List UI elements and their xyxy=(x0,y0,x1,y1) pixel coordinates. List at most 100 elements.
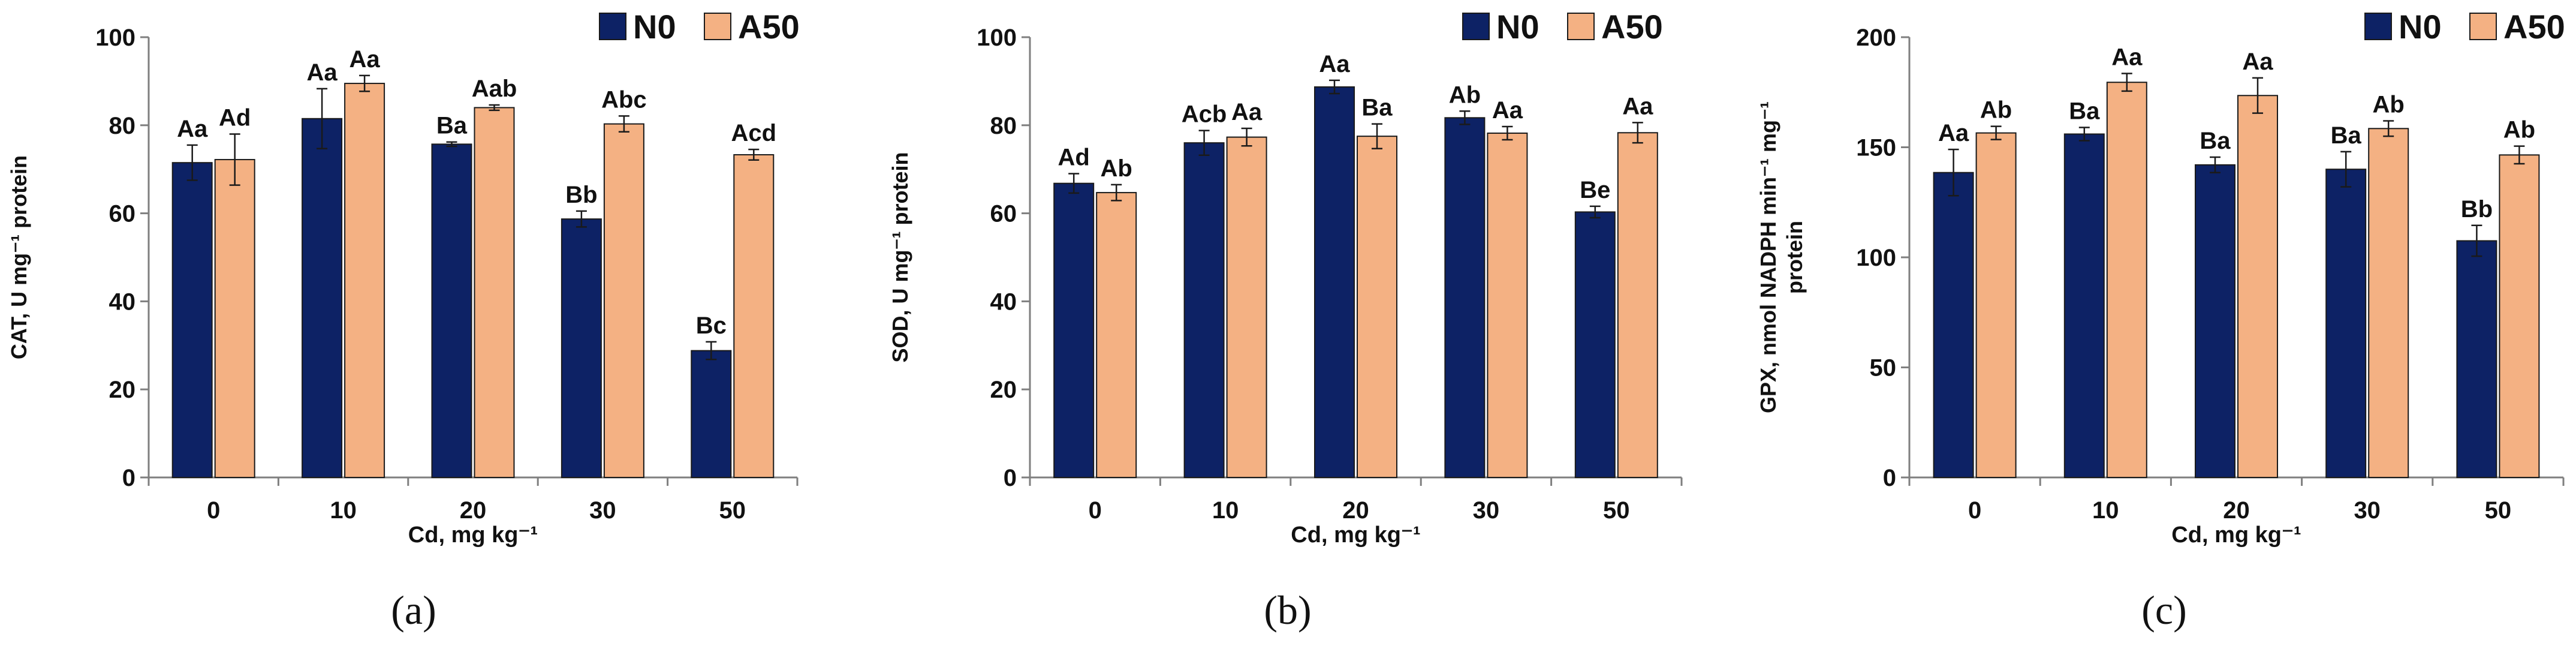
significance-label: Ab xyxy=(1980,97,2012,124)
significance-label: Ba xyxy=(2200,128,2231,154)
legend-swatch-A50 xyxy=(2469,13,2497,40)
x-tick-label: 30 xyxy=(589,497,616,524)
legend-swatch-A50 xyxy=(1567,13,1595,40)
x-tick-label: 30 xyxy=(1473,497,1500,524)
significance-label: Ba xyxy=(436,113,468,139)
y-tick-label: 100 xyxy=(1856,245,1896,271)
bar-N0-50 xyxy=(2456,240,2497,478)
panel-label: (c) xyxy=(2141,587,2186,633)
y-axis-title: protein xyxy=(1782,221,1807,294)
significance-label: Ba xyxy=(1361,95,1393,121)
bar-N0-50 xyxy=(1574,211,1616,478)
bar-A50-50 xyxy=(2499,154,2540,479)
x-tick-label: 20 xyxy=(2223,497,2250,524)
legend-label-N0: N0 xyxy=(1496,8,1539,46)
x-tick-label: 50 xyxy=(1603,497,1630,524)
x-tick-label: 10 xyxy=(330,497,357,524)
panel-label: (a) xyxy=(391,587,436,633)
y-tick-label: 80 xyxy=(109,113,136,139)
x-tick-label: 10 xyxy=(1212,497,1239,524)
x-tick-label: 10 xyxy=(2092,497,2119,524)
bar-N0-0 xyxy=(1053,182,1095,478)
significance-label: Ab xyxy=(1449,82,1481,108)
significance-label: Ab xyxy=(2503,117,2535,143)
bar-A50-10 xyxy=(2106,82,2147,479)
bar-A50-30 xyxy=(1487,133,1528,478)
y-axis-title: GPX, nmol NADPH min⁻¹ mg⁻¹ xyxy=(1756,101,1780,413)
significance-label: Ba xyxy=(2069,98,2100,124)
significance-label: Ad xyxy=(1058,145,1090,171)
x-axis-title: Cd, mg kg⁻¹ xyxy=(1291,522,1420,548)
y-tick-label: 100 xyxy=(95,25,135,51)
significance-label: Acd xyxy=(731,120,777,146)
significance-label: Aa xyxy=(2242,49,2273,75)
bar-N0-10 xyxy=(1183,142,1225,479)
significance-label: Aa xyxy=(177,116,208,142)
legend-swatch-N0 xyxy=(2364,13,2392,40)
x-tick-label: 0 xyxy=(1968,497,1981,524)
x-axis-title: Cd, mg kg⁻¹ xyxy=(2171,522,2301,548)
x-tick-label: 0 xyxy=(1089,497,1102,524)
y-tick-label: 200 xyxy=(1856,25,1896,51)
bar-A50-30 xyxy=(603,123,644,478)
bar-A50-0 xyxy=(214,159,255,478)
y-tick-label: 50 xyxy=(1870,355,1897,381)
significance-label: Be xyxy=(1580,177,1610,203)
significance-label: Bc xyxy=(696,313,727,339)
y-tick-label: 40 xyxy=(990,289,1017,315)
significance-label: Aa xyxy=(1231,99,1263,125)
bar-A50-20 xyxy=(2237,95,2278,478)
panel-label: (b) xyxy=(1264,587,1311,633)
bar-A50-20 xyxy=(1357,136,1397,478)
significance-label: Abc xyxy=(601,86,647,113)
y-tick-label: 0 xyxy=(1004,465,1017,491)
y-tick-label: 0 xyxy=(122,465,135,491)
significance-label: Aa xyxy=(1938,120,1969,146)
x-tick-label: 30 xyxy=(2354,497,2381,524)
y-tick-label: 60 xyxy=(109,201,136,227)
bar-N0-0 xyxy=(1933,172,1974,478)
y-tick-label: 20 xyxy=(109,377,136,403)
legend: N0 A50 xyxy=(1462,8,1663,46)
significance-label: Aa xyxy=(1622,93,1653,119)
significance-label: Ab xyxy=(2373,91,2405,118)
bar-A50-20 xyxy=(474,107,515,478)
y-tick-label: 60 xyxy=(990,201,1017,227)
bar-N0-10 xyxy=(302,118,343,479)
bar-A50-50 xyxy=(733,154,775,478)
bar-N0-30 xyxy=(1444,117,1486,478)
x-tick-label: 0 xyxy=(207,497,220,524)
legend-label-N0: N0 xyxy=(2399,8,2442,46)
x-tick-label: 20 xyxy=(1342,497,1369,524)
bar-N0-20 xyxy=(2195,164,2235,478)
y-tick-label: 20 xyxy=(990,377,1017,403)
bar-A50-50 xyxy=(1617,132,1658,478)
legend-label-A50: A50 xyxy=(1601,8,1663,46)
x-tick-label: 50 xyxy=(2485,497,2512,524)
legend: N0 A50 xyxy=(599,8,800,46)
legend: N0 A50 xyxy=(2364,8,2565,46)
significance-label: Bb xyxy=(565,182,597,208)
bar-N0-20 xyxy=(1314,86,1355,478)
significance-label: Ab xyxy=(1101,155,1132,182)
bar-A50-10 xyxy=(344,83,385,478)
x-axis-title: Cd, mg kg⁻¹ xyxy=(408,522,538,548)
y-axis-title: SOD, U mg⁻¹ protein xyxy=(888,152,912,363)
x-tick-label: 20 xyxy=(460,497,487,524)
bar-A50-0 xyxy=(1096,192,1137,478)
significance-label: Aa xyxy=(1492,97,1523,124)
y-tick-label: 40 xyxy=(109,289,136,315)
legend-swatch-A50 xyxy=(704,13,731,40)
bar-N0-20 xyxy=(431,143,472,478)
significance-label: Bb xyxy=(2461,196,2493,223)
significance-label: Aa xyxy=(307,59,338,86)
bar-N0-10 xyxy=(2063,133,2105,479)
significance-label: Aab xyxy=(472,76,517,102)
y-tick-label: 100 xyxy=(977,25,1017,51)
significance-label: Acb xyxy=(1182,101,1227,128)
bar-A50-10 xyxy=(1226,136,1267,479)
significance-label: Aa xyxy=(350,46,381,73)
